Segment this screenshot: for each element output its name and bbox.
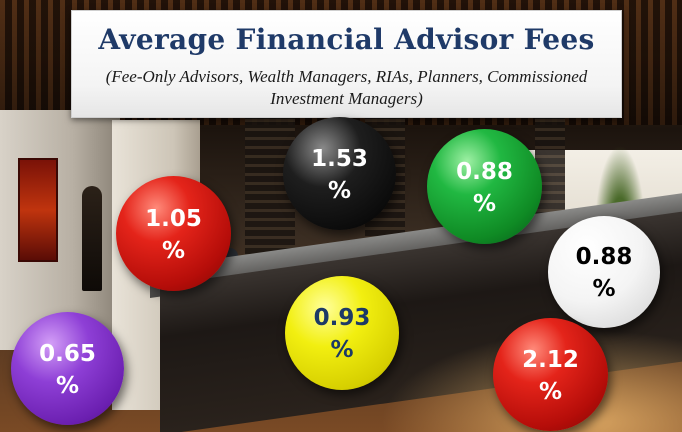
fee-value-label: 1.53 % (311, 145, 368, 204)
fee-value-label: 1.05 % (145, 205, 202, 264)
fee-bubble: 0.88 % (427, 129, 542, 244)
fee-value-label: 0.88 % (456, 158, 513, 217)
wall-artwork (18, 158, 58, 262)
fee-bubble: 1.53 % (283, 117, 396, 230)
chart-subtitle: (Fee-Only Advisors, Wealth Managers, RIA… (105, 67, 588, 108)
walking-person (82, 186, 102, 291)
fee-bubble: 0.93 % (285, 276, 399, 390)
fee-value-label: 2.12 % (522, 346, 579, 405)
fee-value-label: 0.88 % (575, 244, 633, 302)
fee-value-label: 0.93 % (313, 305, 371, 363)
fee-bubble: 0.65 % (11, 312, 124, 425)
fee-bubble: 1.05 % (116, 176, 231, 291)
chart-title: Average Financial Advisor Fees (98, 23, 595, 56)
fee-value-label: 0.65 % (39, 340, 96, 399)
fee-bubble: 0.88 % (548, 216, 660, 328)
title-box: Average Financial Advisor Fees (Fee-Only… (71, 10, 622, 118)
fee-bubble: 2.12 % (493, 318, 608, 431)
